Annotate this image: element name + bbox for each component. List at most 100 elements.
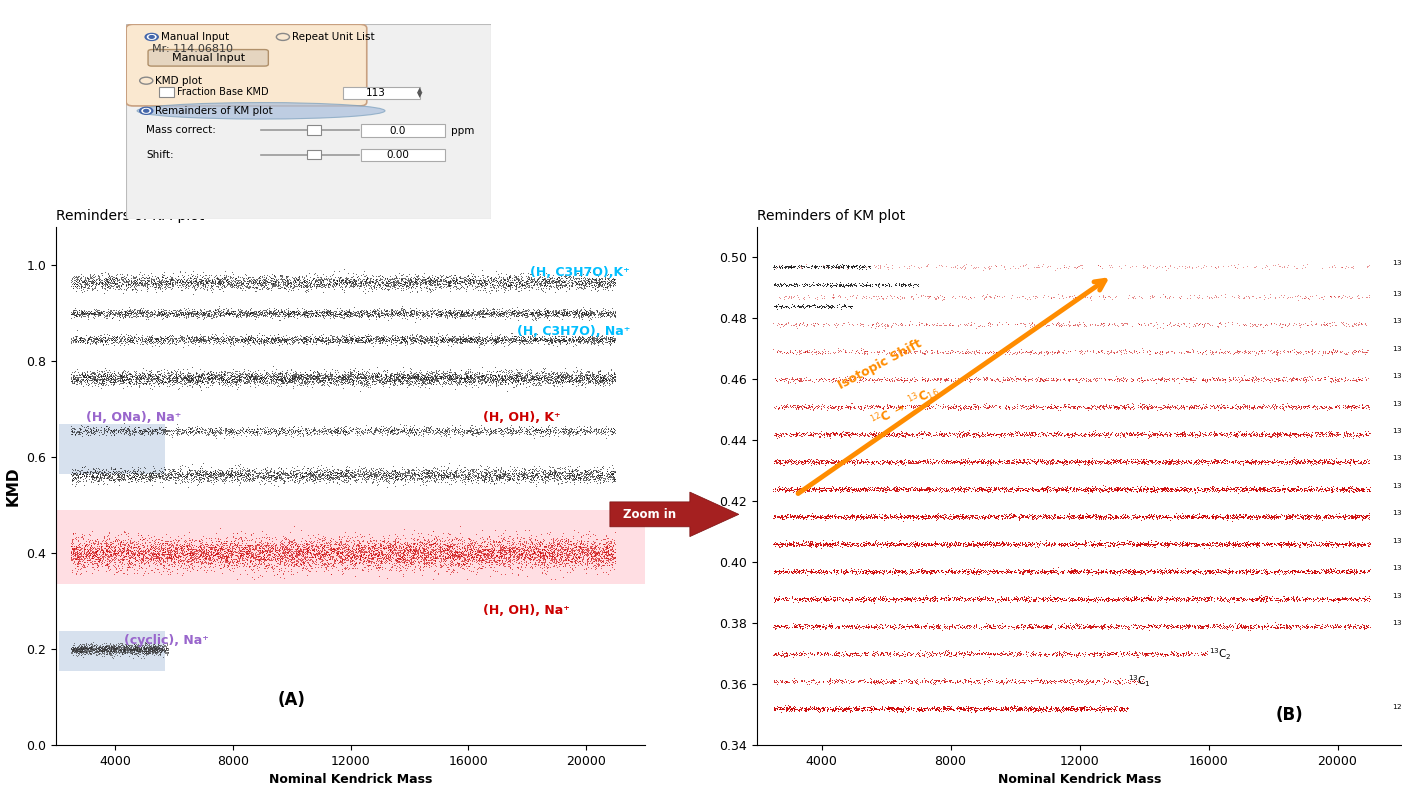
Point	[1047, 427, 1070, 440]
Point	[864, 619, 886, 632]
Point	[520, 305, 543, 318]
Point	[1357, 428, 1380, 441]
Point	[1213, 537, 1235, 550]
Point	[1311, 564, 1333, 577]
Point	[1032, 318, 1054, 331]
Point	[77, 332, 100, 345]
Point	[1315, 453, 1338, 466]
Point	[530, 271, 552, 284]
Point	[817, 481, 840, 494]
Point	[1109, 481, 1131, 494]
Point	[865, 484, 887, 497]
Point	[803, 589, 826, 602]
Point	[586, 539, 608, 552]
Point	[108, 307, 130, 320]
Point	[290, 279, 313, 292]
Point	[1197, 290, 1220, 303]
Point	[94, 558, 116, 571]
Point	[237, 470, 259, 483]
Point	[122, 646, 144, 659]
Point	[502, 306, 524, 319]
Point	[105, 539, 128, 552]
Point	[1186, 481, 1209, 494]
Point	[1136, 454, 1158, 467]
Point	[405, 279, 428, 292]
Point	[1333, 620, 1356, 633]
Point	[852, 535, 875, 548]
Point	[1305, 509, 1328, 522]
Point	[73, 284, 95, 297]
Point	[928, 673, 951, 686]
Point	[503, 470, 526, 483]
Point	[566, 550, 589, 563]
Point	[802, 511, 824, 524]
Point	[778, 260, 801, 273]
Point	[972, 399, 994, 412]
Point	[555, 552, 578, 565]
Point	[144, 642, 167, 654]
Point	[983, 703, 1005, 716]
Point	[890, 566, 913, 579]
Point	[775, 261, 798, 274]
Point	[1259, 593, 1281, 606]
Point	[142, 548, 164, 561]
Point	[503, 375, 526, 388]
Point	[1012, 620, 1035, 633]
Point	[1204, 346, 1227, 359]
Point	[770, 538, 792, 551]
Point	[501, 306, 523, 319]
Point	[941, 456, 963, 469]
Point	[439, 539, 461, 552]
Point	[808, 564, 830, 577]
Point	[1005, 594, 1028, 607]
Point	[296, 337, 318, 350]
Point	[1092, 512, 1115, 525]
Point	[88, 330, 111, 343]
Point	[533, 465, 555, 478]
Point	[1074, 427, 1096, 440]
Point	[965, 484, 987, 497]
Point	[1070, 592, 1092, 605]
Point	[217, 541, 240, 554]
Point	[437, 541, 460, 554]
Point	[1356, 484, 1378, 497]
Point	[931, 512, 953, 525]
Point	[240, 370, 262, 383]
Point	[245, 548, 268, 561]
Point	[405, 308, 428, 321]
Point	[792, 510, 815, 523]
Point	[112, 647, 135, 660]
Point	[925, 622, 948, 635]
Point	[784, 376, 806, 389]
Point	[377, 283, 400, 296]
Point	[90, 540, 112, 553]
Point	[329, 305, 352, 318]
Point	[339, 367, 362, 380]
Point	[318, 467, 341, 480]
Point	[307, 540, 329, 553]
Point	[111, 643, 133, 656]
Point	[543, 425, 565, 438]
Point	[1332, 510, 1354, 523]
Point	[808, 567, 830, 580]
Point	[1103, 401, 1126, 414]
Point	[280, 373, 303, 386]
Point	[426, 304, 449, 317]
Point	[582, 543, 604, 556]
Point	[257, 423, 279, 436]
Point	[836, 279, 858, 292]
Point	[63, 277, 86, 290]
Point	[451, 275, 474, 288]
Point	[869, 259, 892, 272]
Point	[306, 332, 328, 345]
Point	[1004, 565, 1026, 578]
Point	[869, 510, 892, 523]
Point	[976, 592, 998, 605]
Point	[418, 535, 440, 548]
Point	[335, 475, 358, 488]
Point	[486, 545, 509, 558]
Point	[102, 271, 125, 284]
Point	[72, 646, 94, 659]
Point	[1293, 511, 1315, 524]
Point	[1030, 317, 1053, 330]
